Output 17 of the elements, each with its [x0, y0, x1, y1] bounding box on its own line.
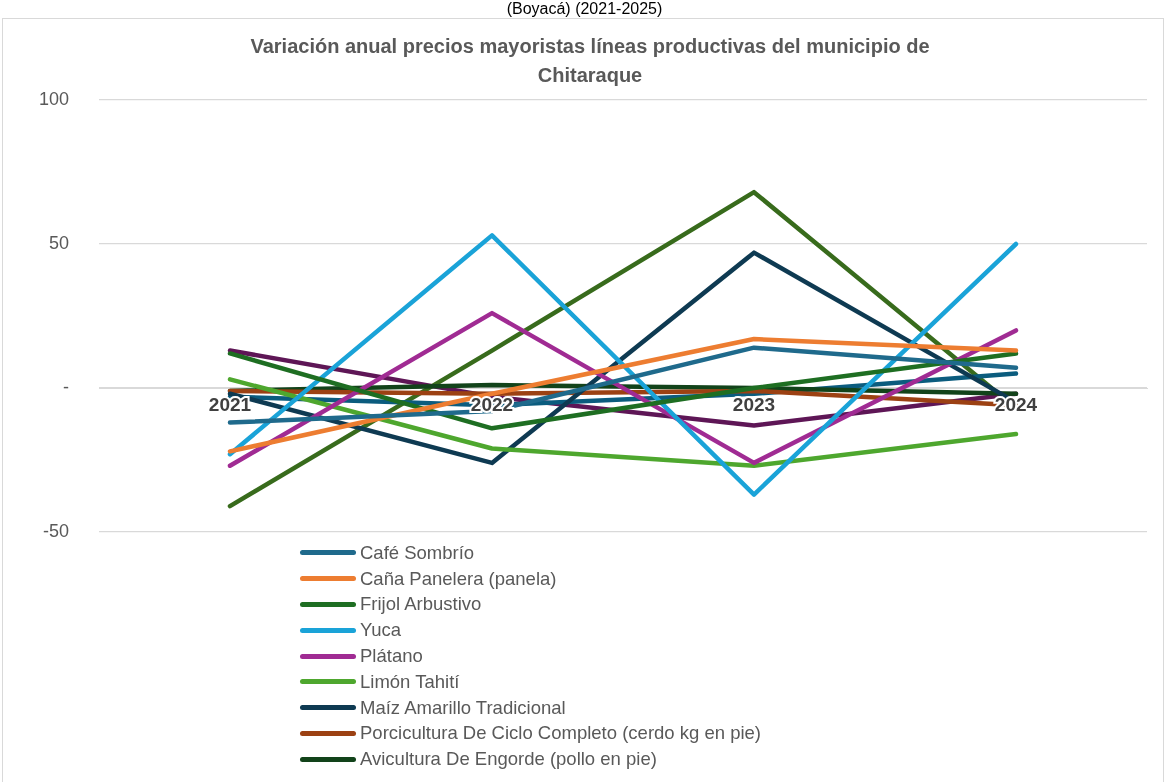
y-tick-label: - — [63, 376, 69, 397]
legend-label: Porcicultura De Ciclo Completo (cerdo kg en pie) — [360, 722, 762, 745]
chart-subtitle: (Boyacá) (2021-2025) — [505, 0, 664, 18]
legend-label: Maíz Amarillo Tradicional — [360, 696, 566, 719]
y-tick-label: 100 — [38, 88, 69, 109]
x-tick-label: 2021 — [208, 393, 252, 415]
legend-label: Frijol Arbustivo — [360, 593, 482, 616]
legend-label: Café Sombrío — [360, 541, 475, 564]
chart-title: Variación anual precios mayoristas líneas productivas del municipio de Chitaraque — [249, 34, 931, 88]
y-tick-label: -50 — [42, 520, 69, 541]
legend-label: Yuca — [360, 619, 402, 642]
legend-label: Limón Tahití — [360, 670, 460, 693]
legend-label: Plátano — [360, 645, 423, 668]
legend-label: Avicultura De Engorde (pollo en pie) — [360, 748, 657, 771]
x-tick-label: 2023 — [732, 393, 776, 415]
y-tick-label: 50 — [48, 232, 69, 253]
legend-label: Caña Panelera (panela) — [360, 567, 557, 590]
